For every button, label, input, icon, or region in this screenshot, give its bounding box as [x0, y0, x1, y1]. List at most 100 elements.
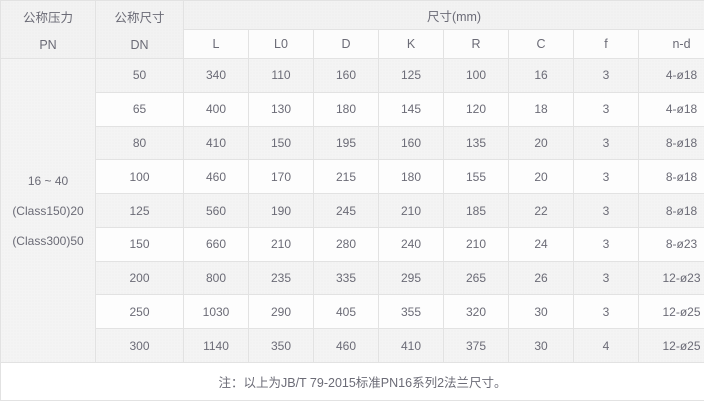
header-nominal-size-abbr: DN	[130, 38, 149, 52]
cell-L: 800	[183, 260, 249, 296]
header-col-L: L	[183, 29, 249, 59]
cell-f: 3	[573, 125, 639, 161]
cell-C: 30	[508, 328, 574, 364]
cell-dn: 150	[95, 226, 184, 262]
pn-line-2: (Class150)20	[12, 203, 84, 218]
header-nominal-size-cn: 公称尺寸	[114, 11, 165, 25]
cell-D: 405	[313, 294, 379, 330]
cell-D: 335	[313, 260, 379, 296]
header-nominal-size: 公称尺寸 DN	[95, 0, 184, 59]
cell-L: 660	[183, 226, 249, 262]
header-col-K: K	[378, 29, 444, 59]
cell-R: 135	[443, 125, 509, 161]
cell-D: 160	[313, 58, 379, 93]
cell-L0: 290	[248, 294, 314, 330]
cell-R: 375	[443, 328, 509, 364]
cell-K: 295	[378, 260, 444, 296]
table-body: 16 ~ 40 (Class150)20 (Class300)50 50 3 40…	[0, 57, 704, 401]
cell-f: 3	[573, 294, 639, 330]
cell-dn: 125	[95, 193, 184, 228]
cell-L: 410	[183, 125, 249, 161]
cell-D: 280	[313, 226, 379, 262]
cell-dn: 50	[95, 58, 184, 93]
cell-nd: 12-ø23	[637, 260, 704, 296]
table-row: 125 560 190 245 210 185 22 3 8-ø18	[1, 193, 704, 228]
cell-L0: 150	[248, 125, 314, 161]
cell-C: 24	[508, 226, 574, 262]
cell-L0: 190	[248, 193, 314, 228]
cell-K: 240	[378, 226, 444, 262]
header-col-f: f	[573, 29, 639, 59]
cell-dn: 65	[95, 91, 184, 127]
cell-nd: 8-ø18	[637, 159, 704, 195]
cell-f: 3	[573, 260, 639, 296]
cell-f: 3	[573, 159, 639, 195]
table-row: 80 410 150 195 160 135 20 3 8-ø18	[1, 125, 704, 161]
cell-K: 145	[378, 91, 444, 127]
cell-C: 20	[508, 159, 574, 195]
cell-R: 185	[443, 193, 509, 228]
cell-L0: 235	[248, 260, 314, 296]
cell-nd: 12-ø25	[637, 328, 704, 364]
cell-L0: 210	[248, 226, 314, 262]
table-row: 65 400 130 180 145 120 18 3 4-ø18	[1, 91, 704, 127]
cell-K: 180	[378, 159, 444, 195]
cell-L: 560	[183, 193, 249, 228]
cell-K: 160	[378, 125, 444, 161]
cell-D: 180	[313, 91, 379, 127]
cell-R: 320	[443, 294, 509, 330]
cell-nd: 4-ø18	[637, 91, 704, 127]
cell-L: 1030	[183, 294, 249, 330]
header-col-R: R	[443, 29, 509, 59]
cell-K: 355	[378, 294, 444, 330]
cell-K: 210	[378, 193, 444, 228]
header-row-1: 公称压力 PN 公称尺寸 DN 尺寸(mm)	[0, 0, 704, 59]
table-row: 200 800 235 335 295 265 26 3 12-ø23	[1, 260, 704, 296]
table-row: 16 ~ 40 (Class150)20 (Class300)50 50 3 40…	[0, 57, 704, 364]
cell-L0: 170	[248, 159, 314, 195]
cell-R: 210	[443, 226, 509, 262]
cell-nd: 8-ø23	[637, 226, 704, 262]
cell-C: 30	[508, 294, 574, 330]
cell-f: 3	[573, 58, 639, 93]
cell-dn: 250	[95, 294, 184, 330]
cell-dn: 200	[95, 260, 184, 296]
cell-L0: 130	[248, 91, 314, 127]
cell-K: 125	[378, 58, 444, 93]
table-row: 250 1030 290 405 355 320 30 3 12-ø25	[1, 294, 704, 330]
header-row-2: L L0 D K R C f n-d	[1, 29, 704, 59]
header-col-D: D	[313, 29, 379, 59]
cell-nd: 4-ø18	[637, 58, 704, 93]
cell-R: 265	[443, 260, 509, 296]
header-nominal-pressure-abbr: PN	[39, 38, 57, 52]
cell-dn: 100	[95, 159, 184, 195]
table-header: 公称压力 PN 公称尺寸 DN 尺寸(mm) L L0 D K R C f n-…	[0, 0, 704, 59]
cell-f: 4	[573, 328, 639, 364]
cell-nd: 8-ø18	[637, 125, 704, 161]
cell-f: 3	[573, 91, 639, 127]
cell-L: 400	[183, 91, 249, 127]
header-col-L0: L0	[248, 29, 314, 59]
cell-D: 195	[313, 125, 379, 161]
cell-R: 100	[443, 58, 509, 93]
cell-C: 18	[508, 91, 574, 127]
table-row: 100 460 170 215 180 155 20 3 8-ø18	[1, 159, 704, 195]
cell-D: 245	[313, 193, 379, 228]
cell-L0: 350	[248, 328, 314, 364]
header-col-C: C	[508, 29, 574, 59]
cell-C: 20	[508, 125, 574, 161]
cell-f: 3	[573, 226, 639, 262]
cell-D: 460	[313, 328, 379, 364]
cell-L0: 110	[248, 58, 314, 93]
pn-merged-cell: 16 ~ 40 (Class150)20 (Class300)50	[0, 57, 96, 364]
pn-line-3: (Class300)50	[12, 233, 84, 248]
cell-f: 3	[573, 193, 639, 228]
header-dimensions-group: 尺寸(mm)	[182, 0, 704, 30]
cell-L: 1140	[183, 328, 249, 364]
header-nominal-pressure: 公称压力 PN	[0, 0, 96, 59]
cell-C: 26	[508, 260, 574, 296]
pn-line-1: 16 ~ 40	[27, 173, 69, 188]
cell-R: 155	[443, 159, 509, 195]
note-row: 注：以上为JB/T 79-2015标准PN16系列2法兰尺寸。	[0, 362, 704, 401]
